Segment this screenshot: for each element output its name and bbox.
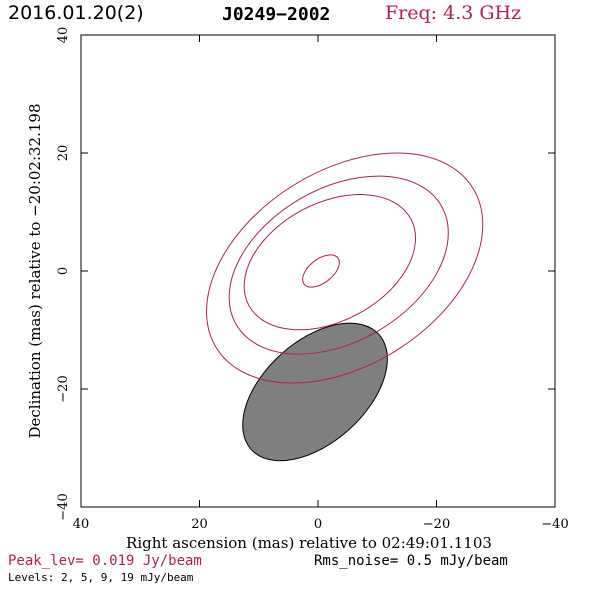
x-tick-label: −40 (541, 517, 568, 532)
y-tick-label: −40 (56, 493, 71, 520)
x-tick-label: 40 (73, 517, 90, 532)
tick-layer: 40 20 0 −20 −40 −40 −20 0 20 40 (56, 27, 569, 532)
contour-layer (206, 152, 484, 384)
contour-level-19 (302, 254, 340, 288)
y-tick-label: 40 (56, 27, 71, 44)
contour-level-5 (228, 175, 449, 355)
x-tick-label: 20 (191, 517, 208, 532)
peak-level-label: Peak_lev= 0.019 Jy/beam (8, 553, 202, 569)
x-axis-label: Right ascension (mas) relative to 02:49:… (126, 534, 492, 552)
observation-date: 2016.01.20(2) (8, 2, 144, 24)
contour-level-9 (243, 194, 417, 331)
y-tick-label: −20 (56, 375, 71, 402)
source-name: J0249−2002 (222, 4, 331, 25)
levels-label: Levels: 2, 5, 9, 19 mJy/beam (8, 571, 194, 584)
frequency-label: Freq: 4.3 GHz (385, 2, 522, 24)
y-tick-label: 0 (56, 267, 71, 275)
x-tick-label: −20 (423, 517, 450, 532)
y-axis-label: Declination (mas) relative to −20:02:32.… (26, 103, 44, 438)
rms-noise-label: Rms_noise= 0.5 mJy/beam (314, 553, 508, 569)
beam-layer (242, 322, 388, 462)
beam-ellipse (242, 322, 388, 462)
y-tick-label: 20 (56, 145, 71, 162)
x-tick-label: 0 (314, 517, 322, 532)
contour-level-2 (206, 152, 484, 384)
